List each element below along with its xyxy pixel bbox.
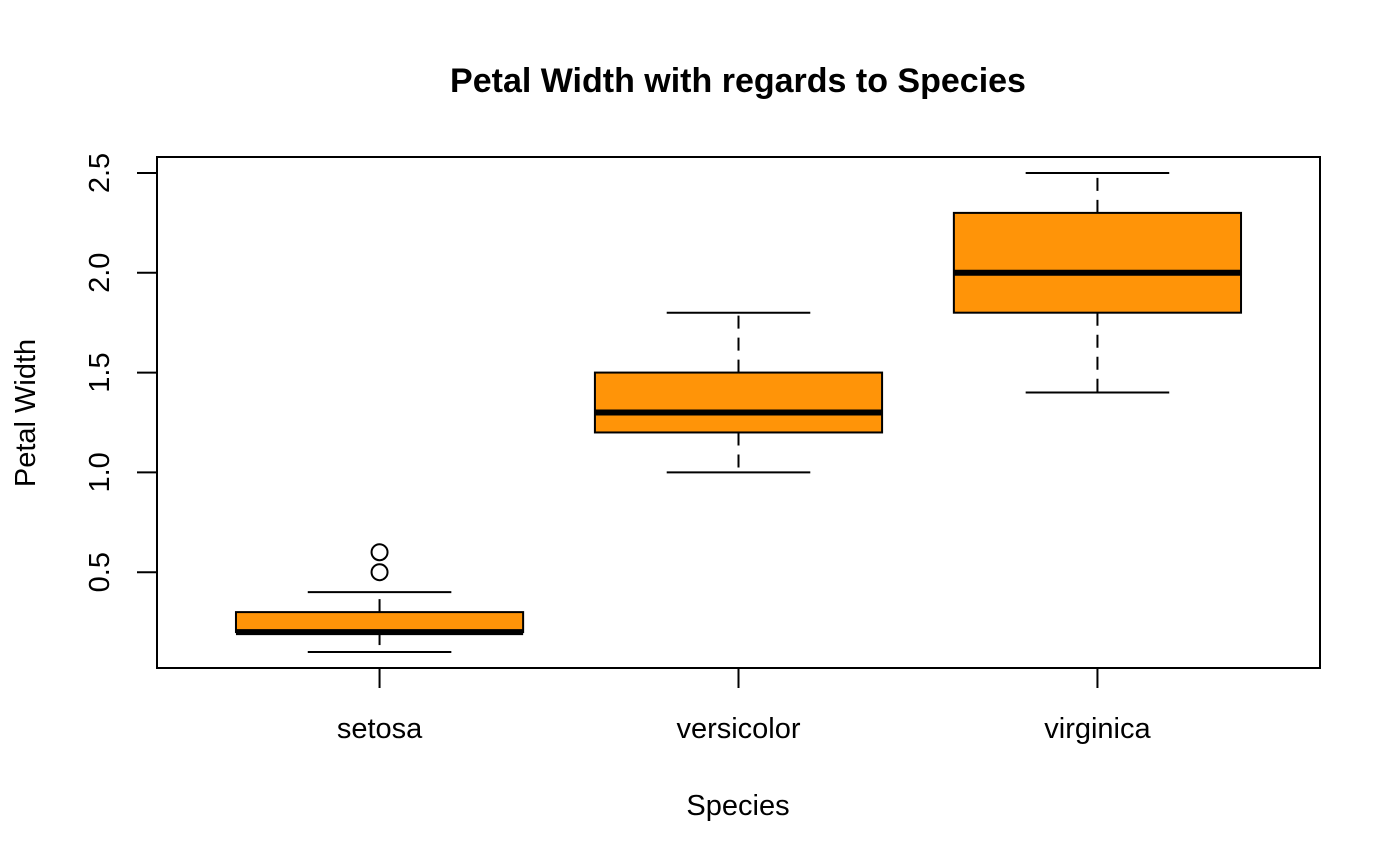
box-versicolor bbox=[593, 311, 884, 474]
x-tick-label: setosa bbox=[337, 713, 423, 745]
y-axis-label: Petal Width bbox=[10, 339, 42, 487]
boxes-layer bbox=[234, 171, 1243, 654]
outlier-point bbox=[370, 563, 389, 582]
outlier-point bbox=[370, 543, 389, 562]
y-tick-label: 1.5 bbox=[84, 352, 116, 392]
y-tick-label: 2.0 bbox=[84, 253, 116, 293]
x-tick-label: virginica bbox=[1044, 713, 1151, 745]
box-setosa bbox=[234, 543, 525, 654]
chart-title: Petal Width with regards to Species bbox=[450, 62, 1026, 100]
x-axis: setosa versicolor virginica bbox=[337, 668, 1152, 745]
y-tick-label: 0.5 bbox=[84, 552, 116, 592]
y-tick-label: 2.5 bbox=[84, 153, 116, 193]
x-axis-label: Species bbox=[686, 790, 789, 822]
y-axis: 0.5 1.0 1.5 2.0 2.5 bbox=[84, 153, 157, 592]
box-virginica bbox=[952, 171, 1243, 394]
x-tick-label: versicolor bbox=[676, 713, 800, 745]
box-body bbox=[593, 371, 884, 434]
y-tick-label: 1.0 bbox=[84, 452, 116, 492]
box-body bbox=[952, 211, 1243, 314]
